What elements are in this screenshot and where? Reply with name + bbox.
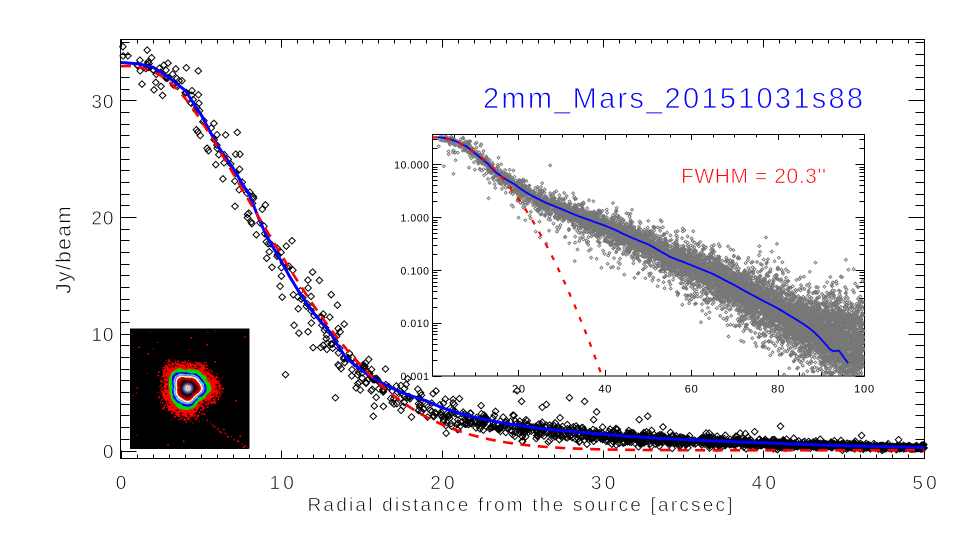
svg-text:0: 0	[116, 473, 130, 494]
svg-text:0.100: 0.100	[400, 265, 429, 277]
svg-text:10.000: 10.000	[394, 160, 429, 172]
svg-text:10: 10	[270, 473, 298, 494]
svg-text:40: 40	[598, 384, 612, 396]
svg-text:40: 40	[752, 473, 780, 494]
svg-text:2mm_Mars_20151031s88: 2mm_Mars_20151031s88	[483, 83, 863, 115]
svg-text:30: 30	[591, 473, 619, 494]
svg-text:60: 60	[685, 384, 699, 396]
svg-text:FWHM = 20.3'': FWHM = 20.3''	[681, 165, 827, 188]
svg-text:50: 50	[912, 473, 940, 494]
svg-text:100: 100	[854, 384, 875, 396]
svg-text:1.000: 1.000	[400, 213, 429, 225]
svg-text:0.001: 0.001	[400, 371, 429, 383]
svg-text:Jy/beam: Jy/beam	[52, 206, 75, 294]
svg-text:0.010: 0.010	[400, 318, 429, 330]
svg-text:20: 20	[430, 473, 458, 494]
svg-text:80: 80	[771, 384, 785, 396]
svg-text:0: 0	[103, 442, 115, 463]
svg-text:30: 30	[91, 92, 114, 113]
svg-text:20: 20	[512, 384, 526, 396]
svg-text:Radial distance from the sourc: Radial distance from the source [arcsec]	[308, 495, 733, 516]
svg-text:10: 10	[91, 325, 114, 346]
svg-text:20: 20	[91, 209, 114, 230]
